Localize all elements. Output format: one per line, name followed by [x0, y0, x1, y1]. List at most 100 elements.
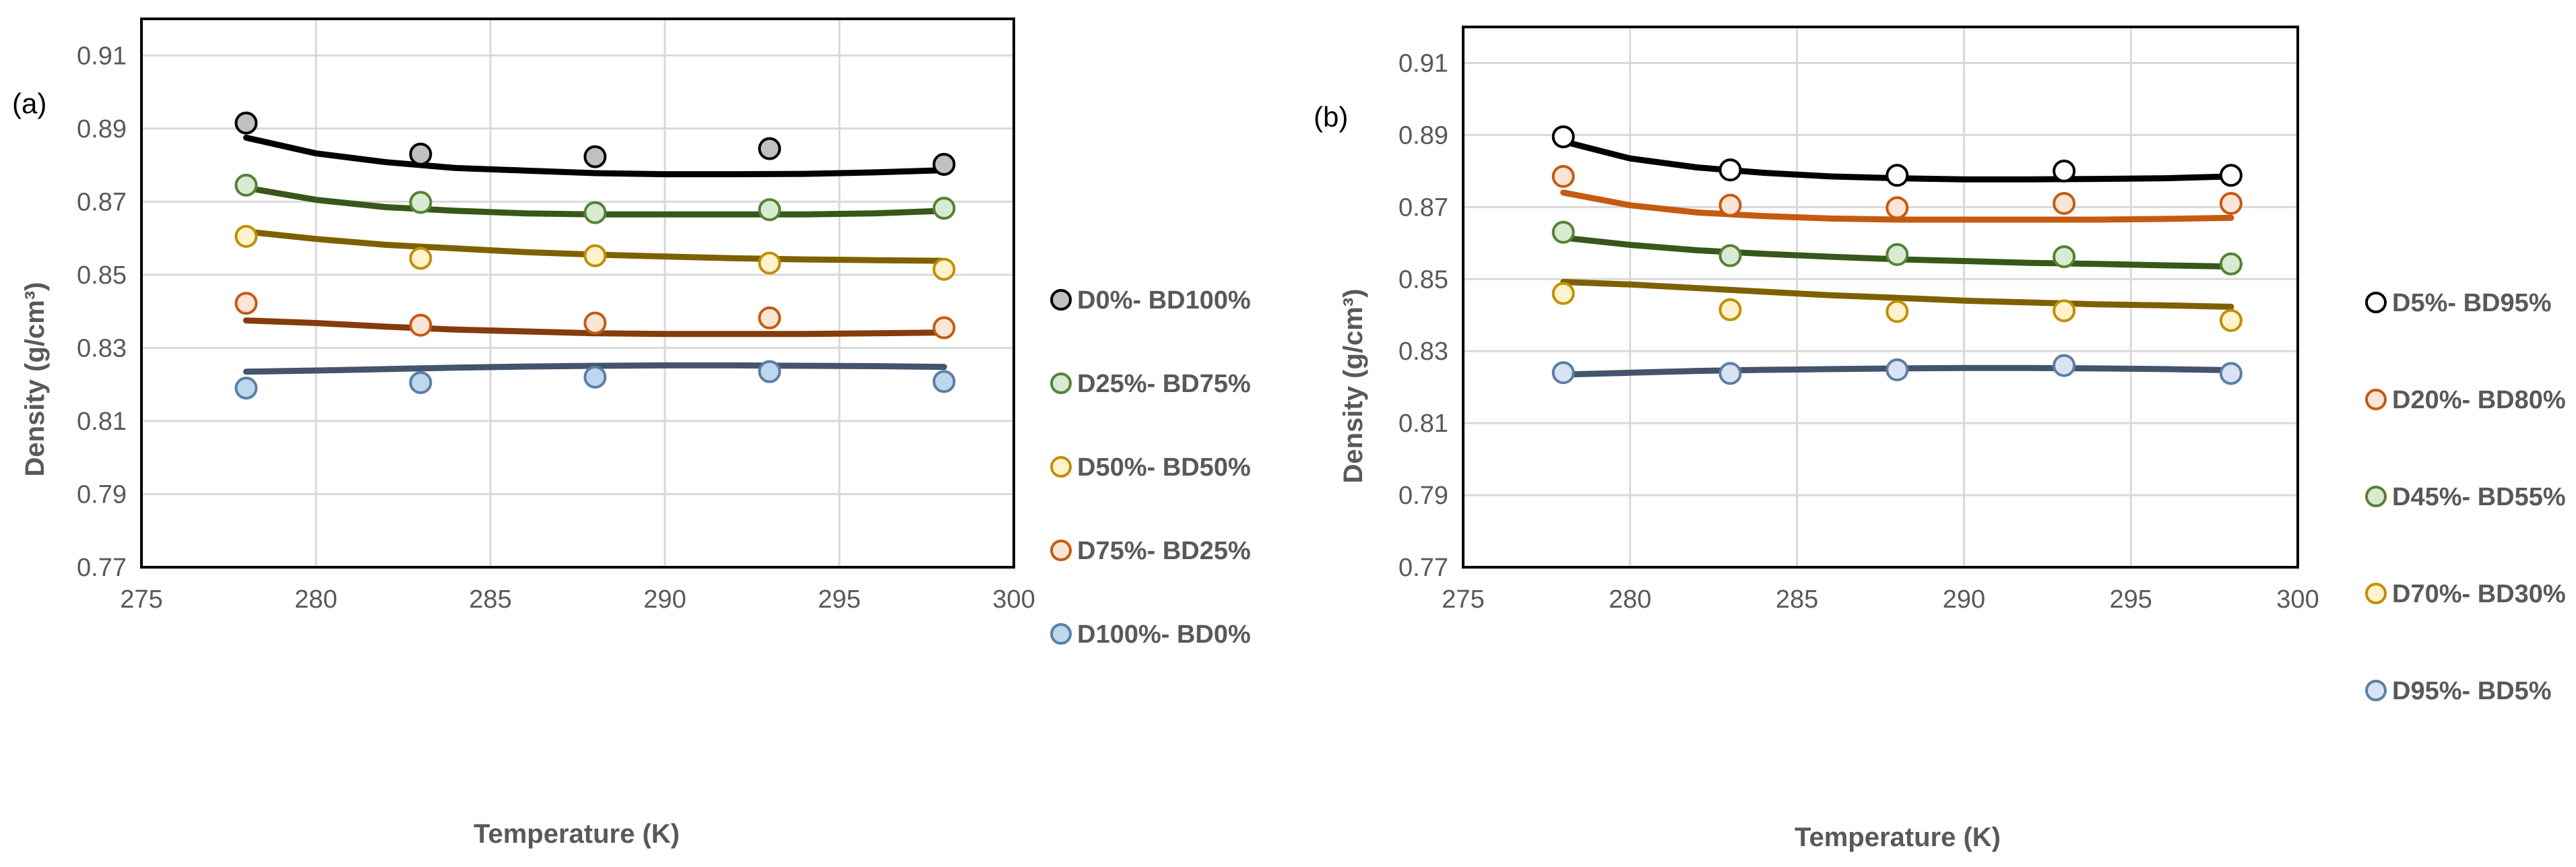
panel-b-legend-marker [2365, 583, 2387, 604]
panel-b-data-point [2219, 309, 2243, 332]
panel-a-x-axis-label: Temperature (K) [474, 819, 680, 849]
panel-b-x-tick-labels: 275 280 285 290 295 300 [1442, 585, 2319, 614]
panel-b-y-axis-label: Density (g/cm³) [1339, 289, 1368, 484]
panel-a-x-tick-label: 290 [643, 585, 686, 614]
panel-b-x-tick-label: 290 [1943, 585, 1985, 614]
panel-b-data-point [1551, 125, 1575, 149]
panel-a-legend-marker [1050, 456, 1072, 478]
panel-b-legend-label: D20%- BD80% [2392, 386, 2566, 414]
panel-b-legend-label: D45%- BD55% [2392, 483, 2566, 511]
panel-a-label: (a) [12, 88, 46, 119]
panel-b-legend: D5%- BD95% D20%- BD80% D45%- BD55% D70%- BD… [2365, 289, 2566, 705]
panel-b-data-point [2053, 245, 2076, 269]
panel-b-data-point [2219, 362, 2243, 385]
panel-b-plot-border [1462, 26, 2299, 569]
panel-a-data-point [234, 173, 258, 197]
panel-a-data-point [758, 137, 781, 160]
panel-a-x-tick-label: 295 [818, 585, 860, 614]
panel-b-data-point [1886, 196, 1909, 220]
panel-a-data-point [932, 316, 956, 340]
panel-b-data-point [1718, 298, 1742, 321]
panel-b-y-tick-label: 0.77 [1398, 554, 1448, 582]
panel-b-data-point [2219, 191, 2243, 215]
panel-a-legend-label: D100%- BD0% [1077, 620, 1251, 649]
panel-b-data-point [2053, 191, 2076, 215]
panel-a-data-point [409, 191, 432, 214]
panel-b-legend-label: D95%- BD5% [2392, 677, 2552, 705]
panel-a-legend-label: D50%- BD50% [1077, 453, 1251, 482]
panel-b-data-point [2053, 299, 2076, 323]
panel-b-label: (b) [1314, 101, 1348, 133]
panel-b-y-tick-label: 0.81 [1398, 410, 1448, 438]
panel-b-y-tick-label: 0.83 [1398, 338, 1448, 366]
chart-panel-a: (a) 0.77 0.79 0.81 0.83 0.85 0.87 0.89 0.91 275… [12, 18, 1251, 849]
panel-b-x-axis-label: Temperature (K) [1795, 823, 2001, 852]
panel-b-trend-line [1560, 279, 2234, 310]
panel-b-data-point [1551, 282, 1575, 305]
panel-b-data-point [1718, 193, 1742, 217]
panel-b-plot-frame [1462, 26, 2299, 569]
panel-a-y-axis-label: Density (g/cm³) [20, 282, 50, 477]
panel-a-data-point [758, 198, 781, 222]
panel-b-y-tick-label: 0.89 [1398, 121, 1448, 150]
panel-a-legend-label: D25%- BD75% [1077, 370, 1251, 398]
panel-a-data-point [583, 145, 607, 168]
panel-a-plot-border [140, 18, 1015, 569]
panel-a-data-point [758, 360, 781, 383]
panel-b-data-point [2053, 354, 2076, 377]
panel-b-data-point [1886, 358, 1909, 382]
panel-a-y-tick-label: 0.77 [77, 554, 127, 582]
panel-a-data-point [932, 370, 956, 393]
panel-b-x-tick-label: 275 [1442, 585, 1484, 614]
panel-b-y-tick-label: 0.85 [1398, 265, 1448, 294]
panel-a-data-point [234, 224, 258, 248]
panel-a-data-point [583, 244, 607, 267]
panel-b-legend-marker [2365, 389, 2387, 410]
panel-b-data-point [1551, 164, 1575, 188]
panel-b-y-tick-label: 0.79 [1398, 482, 1448, 510]
panel-a-data-point [409, 313, 432, 337]
panel-a-data-point [583, 311, 607, 335]
panel-b-legend-marker [2365, 486, 2387, 507]
panel-a-legend-marker [1050, 289, 1072, 311]
panel-a-data-point [932, 152, 956, 176]
panel-b-data-points [1551, 125, 2243, 385]
panel-b-data-point [1718, 362, 1742, 385]
panel-a-data-point [758, 306, 781, 329]
panel-a-data-point [409, 247, 432, 270]
panel-a-plot-frame [140, 18, 1015, 569]
panel-a-legend-label: D0%- BD100% [1077, 286, 1251, 315]
panel-b-legend-marker [2365, 680, 2387, 701]
panel-b-data-point [2053, 159, 2076, 183]
panel-a-data-point [234, 292, 258, 315]
panel-b-data-point [1886, 243, 1909, 266]
panel-a-data-point [583, 365, 607, 389]
panel-a-legend-label: D75%- BD25% [1077, 537, 1251, 565]
panel-a-data-point [758, 251, 781, 275]
panel-b-trend-line [1560, 189, 2234, 223]
panel-a-x-tick-label: 285 [469, 585, 511, 614]
panel-a-y-tick-label: 0.83 [77, 334, 127, 362]
panel-a-legend-marker [1050, 623, 1072, 645]
panel-a-y-tick-labels: 0.77 0.79 0.81 0.83 0.85 0.87 0.89 0.91 [77, 42, 127, 582]
panel-b-legend-label: D70%- BD30% [2392, 580, 2566, 608]
panel-b-data-point [1551, 361, 1575, 385]
panel-b-y-tick-label: 0.91 [1398, 49, 1448, 77]
panel-b-data-point [1718, 158, 1742, 182]
panel-b-data-point [2219, 252, 2243, 276]
panel-a-y-tick-label: 0.85 [77, 261, 127, 290]
panel-a-data-point [409, 371, 432, 394]
panel-a-x-tick-label: 275 [120, 585, 162, 614]
panel-b-data-point [1718, 244, 1742, 267]
panel-b-x-tick-label: 285 [1776, 585, 1818, 614]
panel-a-trend-line [243, 134, 947, 178]
panel-b-data-point [1551, 220, 1575, 244]
panel-b-legend-marker [2365, 292, 2387, 313]
panel-a-data-point [409, 142, 432, 166]
panel-a-y-tick-label: 0.89 [77, 115, 127, 143]
chart-panel-b: (b) 0.77 0.79 0.81 0.83 0.85 0.87 0.89 0.91 275… [1314, 26, 2566, 852]
panel-a-data-point [234, 377, 258, 400]
panel-a-legend-marker [1050, 373, 1072, 394]
